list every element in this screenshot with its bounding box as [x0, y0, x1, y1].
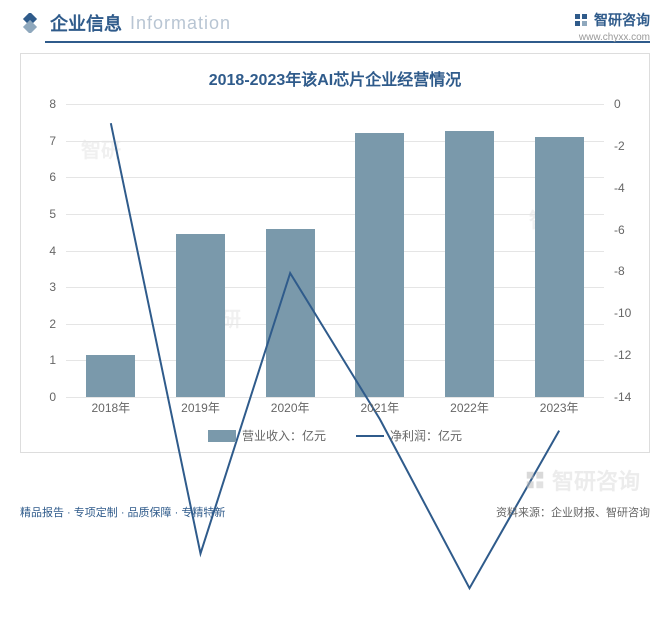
x-tick: 2023年: [540, 399, 579, 416]
y-tick-right: -14: [614, 391, 649, 403]
chart-title: 2018-2023年该AI芯片企业经营情况: [21, 54, 649, 95]
x-tick: 2022年: [450, 399, 489, 416]
y-tick-right: -8: [614, 265, 649, 277]
x-tick: 2019年: [181, 399, 220, 416]
x-tick: 2018年: [91, 399, 130, 416]
diamond-icon: [20, 13, 40, 33]
y-tick-left: 2: [21, 318, 56, 330]
legend-swatch-line: [356, 435, 384, 437]
y-tick-right: -12: [614, 349, 649, 361]
y-tick-left: 1: [21, 354, 56, 366]
legend-swatch-bar: [208, 430, 236, 442]
y-tick-left: 5: [21, 208, 56, 220]
footer-right: 资料来源：企业财报、智研咨询: [496, 504, 650, 520]
brand-logo-icon: [573, 12, 589, 28]
y-tick-left: 6: [21, 171, 56, 183]
footer-left: 精品报告 · 专项定制 · 品质保障 · 专精特新: [20, 504, 225, 520]
legend-label-bar: 营业收入：亿元: [242, 427, 326, 444]
line-layer: [66, 104, 604, 642]
y-axis-left: 012345678: [21, 104, 61, 397]
y-tick-left: 4: [21, 245, 56, 257]
plot-area: [66, 104, 604, 397]
y-axis-right: -14-12-10-8-6-4-20: [609, 104, 649, 397]
header-title-en: Information: [130, 13, 231, 34]
brand-url: www.chyxx.com: [573, 32, 650, 43]
brand-name: 智研咨询: [594, 10, 650, 30]
header-underline: [45, 41, 650, 43]
y-tick-right: -10: [614, 307, 649, 319]
footer: 精品报告 · 专项定制 · 品质保障 · 专精特新 资料来源：企业财报、智研咨询: [20, 504, 650, 520]
x-tick: 2020年: [271, 399, 310, 416]
header: 企业信息 Information 智研咨询 www.chyxx.com: [0, 0, 670, 41]
y-tick-right: 0: [614, 98, 649, 110]
y-tick-right: -6: [614, 224, 649, 236]
y-tick-left: 8: [21, 98, 56, 110]
brand-block: 智研咨询 www.chyxx.com: [573, 10, 650, 43]
header-title-cn: 企业信息: [50, 10, 122, 36]
y-tick-left: 0: [21, 391, 56, 403]
y-tick-left: 3: [21, 281, 56, 293]
y-tick-right: -4: [614, 182, 649, 194]
y-tick-right: -2: [614, 140, 649, 152]
legend: 营业收入：亿元 净利润：亿元: [66, 427, 604, 444]
legend-item-bar: 营业收入：亿元: [208, 427, 326, 444]
x-tick: 2021年: [360, 399, 399, 416]
y-tick-left: 7: [21, 135, 56, 147]
x-axis: 2018年 2019年 2020年 2021年 2022年 2023年: [66, 399, 604, 417]
legend-item-line: 净利润：亿元: [356, 427, 462, 444]
watermark-logo-icon: [524, 469, 546, 491]
bottom-watermark: 智研咨询: [524, 464, 640, 496]
chart-area: 智研 智研 智研 2018-2023年该AI芯片企业经营情况 012345678…: [20, 53, 650, 453]
legend-label-line: 净利润：亿元: [390, 427, 462, 444]
